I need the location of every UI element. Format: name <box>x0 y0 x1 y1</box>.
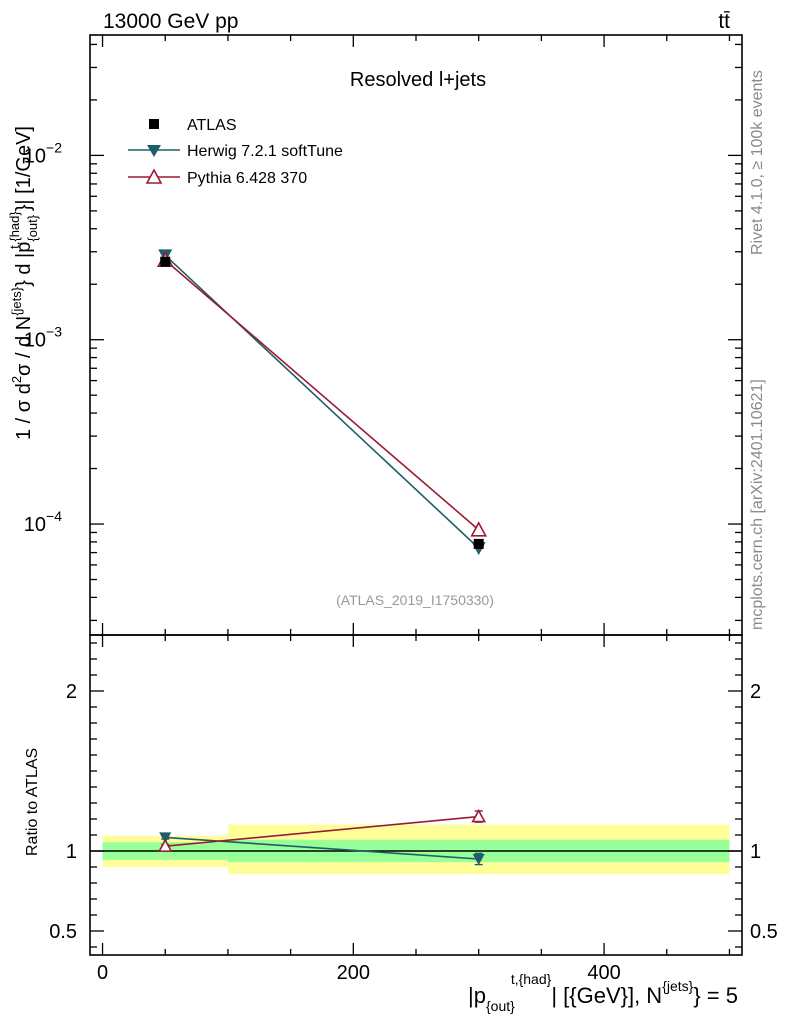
main-line-herwig <box>164 254 480 549</box>
ratio-point-pythia-0 <box>157 838 173 852</box>
legend-herwig-marker <box>147 145 161 157</box>
data-point-atlas-1 <box>473 538 484 549</box>
ratio-tick-label-right-2: 0.5 <box>750 921 778 943</box>
ratio-line-pythia <box>165 815 479 847</box>
ratio-panel: 0 200 400 2 2 1 1 0.5 0.5 Ratio to ATLAS <box>24 634 778 984</box>
beam-energy-label: 13000 GeV pp <box>103 10 238 33</box>
source-label: mcplots.cern.ch [arXiv:2401.10621] <box>749 379 766 630</box>
ratio-tick-label-left-0: 2 <box>66 681 77 703</box>
legend-pythia-label: Pythia 6.428 370 <box>187 170 307 187</box>
ratio-point-pythia-1 <box>471 808 487 823</box>
rivet-version-label: Rivet 4.1.0, ≥ 100k events <box>749 70 766 255</box>
legend-entry-pythia: Pythia 6.428 370 <box>128 168 307 187</box>
legend-pythia-marker <box>145 168 163 184</box>
chart-title: Resolved l+jets <box>350 69 486 91</box>
data-point-atlas-0 <box>160 256 171 267</box>
legend-atlas-label: ATLAS <box>187 117 237 134</box>
ratio-plot-frame <box>89 634 743 956</box>
y-tick-label-1: 10−3 <box>24 324 62 352</box>
y-tick-label-2: 10−4 <box>24 508 62 536</box>
ratio-tick-label-right-1: 1 <box>750 841 761 863</box>
main-line-pythia <box>164 259 480 531</box>
data-point-pythia-1 <box>470 521 488 537</box>
y-axis-label: 1 / σ d2σ / d N{jets}} d |p{out}t,{had}}… <box>7 126 40 440</box>
ratio-tick-label-left-1: 1 <box>66 841 77 863</box>
ratio-y-axis-label: Ratio to ATLAS <box>24 748 41 856</box>
ratio-point-herwig-1 <box>472 854 485 865</box>
legend: ATLAS Herwig 7.2.1 softTune Pythia 6.428… <box>128 117 343 187</box>
legend-entry-atlas: ATLAS <box>149 117 237 134</box>
main-panel: 10−2 10−3 10−4 Resolved l+jets (ATLAS_2019… <box>7 34 743 636</box>
ratio-point-herwig-0 <box>159 832 172 844</box>
x-tick-label-2: 400 <box>587 962 620 984</box>
legend-atlas-marker <box>149 119 159 129</box>
ratio-tick-label-right-0: 2 <box>750 681 761 703</box>
analysis-label: (ATLAS_2019_I1750330) <box>336 592 494 608</box>
x-tick-label-1: 200 <box>337 962 370 984</box>
x-axis-label: |p{out}t,{had}| [{GeV}], N{jets}} = 5 <box>468 971 738 1014</box>
legend-herwig-label: Herwig 7.2.1 softTune <box>187 143 343 160</box>
y-tick-label-0: 10−2 <box>24 139 62 167</box>
legend-entry-herwig: Herwig 7.2.1 softTune <box>128 143 343 160</box>
ratio-tick-label-left-2: 0.5 <box>49 921 77 943</box>
process-label: tt̄ <box>718 10 730 33</box>
x-tick-label-0: 0 <box>97 962 108 984</box>
